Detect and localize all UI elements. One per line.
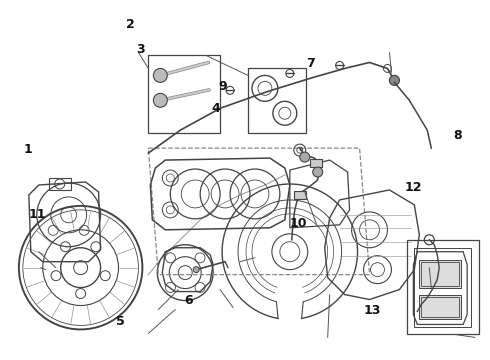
Text: 12: 12 [405, 181, 422, 194]
Text: 8: 8 [453, 129, 462, 142]
Bar [407, 240, 479, 334]
Text: 1: 1 [24, 143, 32, 156]
Bar [294, 191, 306, 199]
Bar [248, 68, 306, 133]
Circle shape [153, 68, 167, 82]
Bar [421, 297, 459, 318]
Text: 11: 11 [29, 208, 46, 221]
Text: 10: 10 [290, 216, 307, 230]
Text: 3: 3 [136, 42, 145, 55]
Text: 13: 13 [363, 305, 381, 318]
Bar [419, 260, 461, 288]
Bar [419, 294, 461, 319]
Bar [49, 178, 71, 190]
Bar [310, 159, 322, 167]
Text: 7: 7 [307, 57, 315, 70]
Circle shape [193, 267, 199, 273]
Bar [148, 55, 220, 133]
Text: 5: 5 [116, 315, 125, 328]
Text: 9: 9 [219, 80, 227, 93]
Text: 2: 2 [126, 18, 135, 31]
Circle shape [300, 152, 310, 162]
Circle shape [390, 75, 399, 85]
Text: 4: 4 [211, 102, 220, 115]
Circle shape [153, 93, 167, 107]
Bar [421, 262, 459, 285]
Text: 6: 6 [185, 294, 193, 307]
Circle shape [313, 167, 323, 177]
